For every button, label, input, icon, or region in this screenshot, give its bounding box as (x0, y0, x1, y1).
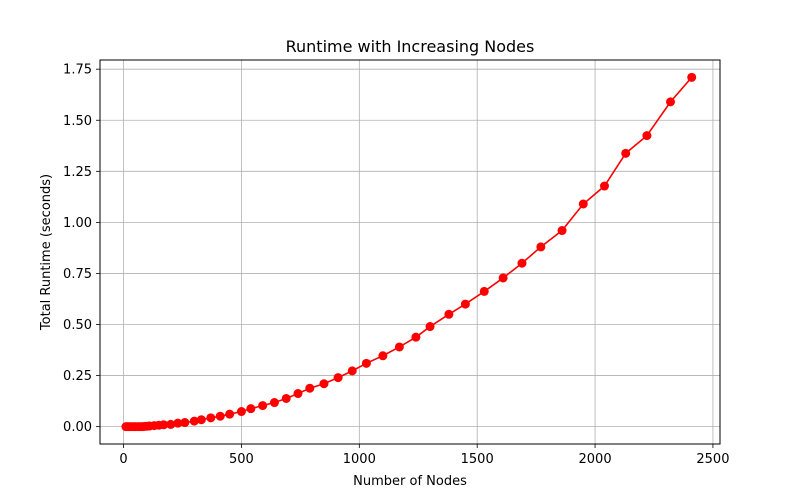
data-point (246, 404, 256, 414)
y-tick-label: 1.75 (63, 63, 92, 78)
x-tick-label: 2000 (579, 452, 612, 467)
data-point (159, 420, 169, 430)
data-point (180, 418, 190, 428)
y-tick-label: 1.00 (63, 216, 92, 231)
x-tick-label: 500 (229, 452, 254, 467)
data-point (621, 148, 631, 158)
plot-frame (99, 59, 721, 445)
y-axis-title: Total Runtime (seconds) (39, 174, 54, 331)
data-point (166, 419, 176, 429)
x-tick-label: 1000 (343, 452, 376, 467)
data-point (687, 72, 697, 82)
x-tick-label: 1500 (461, 452, 494, 467)
data-point (425, 322, 435, 332)
data-point (557, 226, 567, 236)
y-tick-label: 0.00 (63, 420, 92, 435)
data-point (444, 309, 454, 319)
data-point (269, 398, 279, 408)
y-tick-label: 0.25 (63, 369, 92, 384)
series-layer (121, 72, 697, 432)
data-point (394, 342, 404, 352)
data-point (578, 199, 588, 209)
data-point (642, 131, 652, 141)
axis-ticks: 0 500 1000 1500 2000 2500 0.00 0.25 0.50 0.75 1.00… (63, 63, 729, 467)
data-point (347, 366, 357, 376)
data-point (206, 413, 216, 423)
x-axis-title: Number of Nodes (353, 474, 467, 489)
data-point (517, 258, 527, 268)
y-tick-label: 1.25 (63, 165, 92, 180)
data-point (258, 401, 268, 411)
x-tick-label: 0 (119, 452, 127, 467)
plot-area (100, 60, 720, 444)
data-point (215, 411, 225, 421)
chart-title: Runtime with Increasing Nodes (286, 37, 535, 56)
y-tick-label: 0.50 (63, 318, 92, 333)
data-point (479, 286, 489, 296)
y-tick-label: 0.75 (63, 267, 92, 282)
data-point (498, 273, 508, 283)
data-point (225, 409, 235, 419)
y-tick-label: 1.50 (63, 114, 92, 129)
data-point (196, 415, 206, 425)
data-point (319, 379, 329, 389)
data-point (536, 242, 546, 252)
data-point (599, 181, 609, 191)
data-point (281, 393, 291, 403)
grid-lines (100, 60, 720, 444)
data-point (665, 97, 675, 107)
data-point (236, 407, 246, 417)
data-point (333, 373, 343, 383)
data-point (361, 358, 371, 368)
data-point (460, 299, 470, 309)
x-tick-label: 2500 (696, 452, 729, 467)
data-point (189, 416, 199, 426)
data-point (173, 418, 183, 428)
data-point (378, 351, 388, 361)
data-point (411, 332, 421, 342)
data-point (305, 383, 315, 393)
data-point (293, 389, 303, 399)
